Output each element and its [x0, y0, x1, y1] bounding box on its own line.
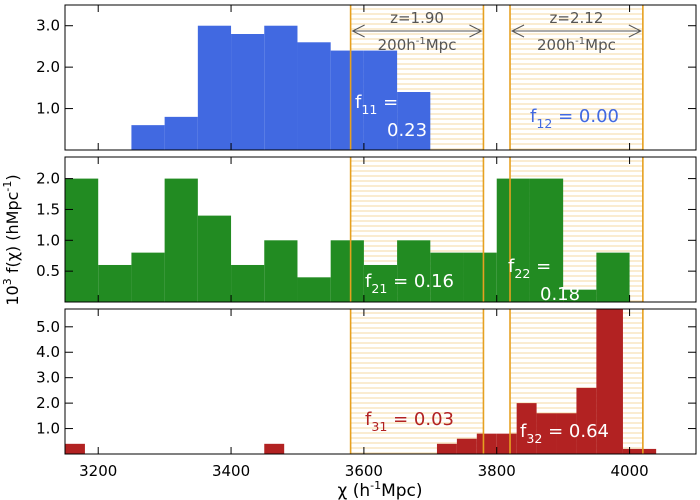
bottom-bar-3 — [436, 443, 457, 454]
bottom-bar-5 — [476, 433, 497, 454]
top-bar-1 — [131, 125, 165, 150]
redshift-label-1: z=1.90 — [390, 9, 444, 27]
histogram-bars — [65, 25, 657, 454]
middle-bar-9 — [330, 240, 364, 302]
top-bar-3 — [197, 25, 232, 150]
x-axis-label: χ (h-1Mpc) — [337, 479, 422, 500]
xtick-label: 3600 — [345, 462, 383, 480]
fraction-label-f31: f31 = 0.03 — [365, 409, 454, 434]
bottom-bar-11 — [596, 309, 623, 454]
middle-ytick-label: 0.5 — [36, 262, 60, 280]
xtick-label: 3200 — [79, 462, 117, 480]
arrow-head-right-icon — [469, 24, 483, 38]
arrow-head-left-icon — [510, 24, 525, 38]
bottom-bar-7 — [516, 403, 537, 454]
top-bar-7 — [330, 50, 364, 151]
top-bar-4 — [231, 34, 265, 150]
arrow-head-right-icon — [628, 24, 642, 38]
middle-bar-12 — [430, 252, 464, 302]
bottom-bar-6 — [496, 433, 517, 454]
top-ytick-label: 3.0 — [36, 17, 60, 35]
top-bar-6 — [297, 42, 331, 150]
bottom-panel-frame — [64, 308, 697, 455]
arrow-head-left-icon — [351, 24, 365, 38]
fraction-label-f21: f21 = 0.16 — [365, 271, 454, 296]
top-panel-frame — [64, 4, 697, 151]
y-axis-label: 103 f(χ) (hMpc-1) — [1, 174, 22, 305]
xtick-label: 4000 — [610, 462, 648, 480]
middle-bar-4 — [164, 178, 198, 302]
bottom-bar-10 — [576, 387, 597, 454]
bottom-bar-2 — [264, 443, 285, 454]
bottom-bar-12 — [622, 448, 657, 454]
bottom-bar-8 — [536, 413, 557, 454]
top-bar-8 — [363, 50, 398, 151]
fraction-label-f11-value: 0.23 — [387, 120, 427, 141]
middle-bar-16 — [563, 289, 597, 302]
fraction-label-f22-value: 0.18 — [540, 284, 580, 305]
middle-ytick-label: 2.0 — [36, 170, 60, 188]
bottom-ytick-label: 3.0 — [36, 369, 60, 387]
xtick-label: 3800 — [478, 462, 516, 480]
bottom-ytick-label: 1.0 — [36, 420, 60, 438]
top-ytick-label: 1.0 — [36, 100, 60, 118]
redshift-window-borders — [349, 5, 644, 454]
middle-ytick-label: 1.5 — [36, 200, 60, 218]
bottom-ytick-label: 5.0 — [36, 318, 60, 336]
middle-bar-11 — [397, 240, 431, 302]
middle-bar-15 — [529, 178, 564, 302]
middle-bar-2 — [98, 264, 132, 302]
fraction-label-f22: f22 = — [508, 256, 551, 281]
scale-label-1: 200h-1Mpc — [378, 36, 457, 54]
fraction-annotations: f11 = 0.23 f12 = 0.00 f21 = 0.16 f22 = 0.18 f3… — [351, 9, 642, 446]
middle-bar-8 — [297, 277, 331, 302]
middle-bar-14 — [496, 178, 530, 302]
panel-axes: 1.0 2.0 3.0 0.5 1.0 1.5 2.0 1.0 2.0 3.0 4.0 5.0 3200… — [36, 4, 697, 480]
middle-bar-3 — [131, 252, 165, 302]
middle-ytick-label: 1.0 — [36, 231, 60, 249]
top-ytick-label: 2.0 — [36, 58, 60, 76]
fraction-label-f11: f11 = — [355, 92, 398, 117]
scale-label-2: 200h-1Mpc — [537, 36, 616, 54]
middle-bar-10 — [363, 264, 398, 302]
xtick-label: 3400 — [212, 462, 250, 480]
top-bar-2 — [164, 116, 198, 150]
top-bar-5 — [264, 25, 298, 150]
middle-bar-13 — [463, 252, 497, 302]
axis-labels: χ (h-1Mpc) 103 f(χ) (hMpc-1) — [1, 174, 423, 500]
middle-bar-7 — [264, 240, 298, 302]
bottom-ytick-label: 2.0 — [36, 394, 60, 412]
middle-panel-frame — [64, 156, 697, 303]
fraction-label-f12: f12 = 0.00 — [530, 106, 619, 131]
middle-bar-5 — [197, 215, 232, 302]
fraction-label-f32: f32 = 0.64 — [520, 421, 609, 446]
redshift-label-2: z=2.12 — [550, 9, 604, 27]
bottom-bar-4 — [456, 438, 477, 454]
top-bar-9 — [397, 92, 431, 150]
bottom-ytick-label: 4.0 — [36, 343, 60, 361]
bottom-bar-1 — [65, 443, 85, 454]
bottom-bar-9 — [556, 413, 577, 454]
middle-bar-6 — [231, 264, 265, 302]
middle-bar-17 — [596, 252, 630, 302]
